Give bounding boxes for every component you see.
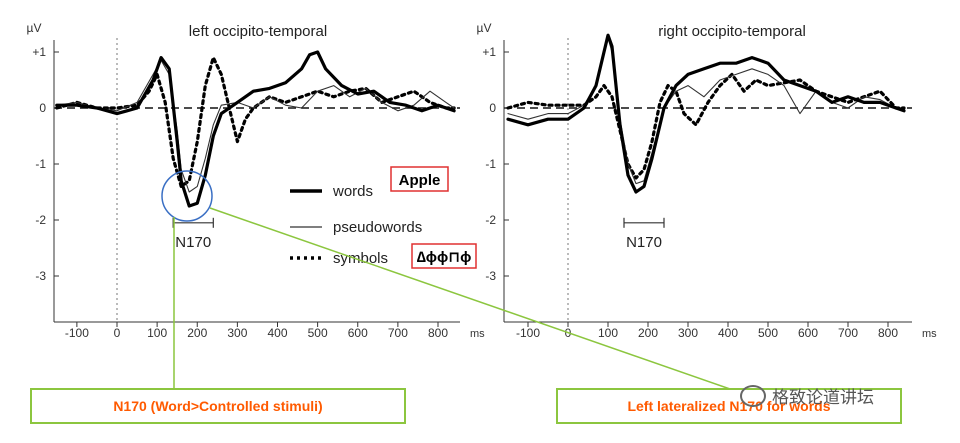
word-example: Apple <box>399 172 441 189</box>
callout-n170-word-text: N170 (Word>Controlled stimuli) <box>113 398 323 414</box>
y-tick-label: 0 <box>39 101 46 115</box>
x-tick-label: 500 <box>308 326 328 340</box>
x-tick-label: 300 <box>227 326 247 340</box>
series-words <box>55 50 456 208</box>
n170-label: N170 <box>175 234 211 251</box>
y-tick-label: +1 <box>482 45 496 59</box>
watermark-text: 格致论道讲坛 <box>772 388 874 408</box>
y-axis-unit: µV <box>477 21 492 35</box>
y-tick-label: -2 <box>485 213 496 227</box>
chart-title: left occipito-temporal <box>189 23 327 40</box>
series-pseudowords <box>507 37 905 185</box>
legend-label-words: words <box>332 183 373 200</box>
series-words <box>506 33 906 194</box>
y-tick-label: -1 <box>35 157 46 171</box>
x-tick-label: 700 <box>838 326 858 340</box>
x-tick-label: 600 <box>348 326 368 340</box>
callout-left-lateralized-text: Left lateralized N170 for words <box>627 398 831 414</box>
symbol-example-box <box>411 243 477 269</box>
x-axis-unit: ms <box>922 328 937 340</box>
x-tick-label: 800 <box>428 326 448 340</box>
panel-right: right occipito-temporalµV+10-1-2-3-10001… <box>477 21 938 340</box>
x-tick-label: 600 <box>798 326 818 340</box>
x-tick-label: 500 <box>758 326 778 340</box>
x-tick-label: 700 <box>388 326 408 340</box>
n170-label: N170 <box>626 234 662 251</box>
symbol-example: ∆ɸɸ⊓ɸ <box>417 249 472 266</box>
panel-left: left occipito-temporal µV +1 0 -1 -2 -3 -100 0 10… <box>27 21 486 340</box>
connector-right <box>209 207 731 390</box>
highlight <box>161 170 731 390</box>
legend-label-symbols: symbols <box>333 250 388 267</box>
y-tick-label: -2 <box>35 213 46 227</box>
y-tick-label: -3 <box>485 269 496 283</box>
y-tick-label: -1 <box>485 157 496 171</box>
legend-label-pseudowords: pseudowords <box>333 219 422 236</box>
x-tick-label: 100 <box>598 326 618 340</box>
series-pseudowords <box>56 59 455 193</box>
legend: words pseudowords symbols Apple ∆ɸɸ⊓ɸ <box>290 166 477 269</box>
x-tick-label: 400 <box>718 326 738 340</box>
word-example-box <box>390 166 449 192</box>
x-tick-label: 400 <box>267 326 287 340</box>
series-symbols <box>506 72 906 180</box>
n170-highlight-circle <box>161 170 213 222</box>
y-tick-label: -3 <box>35 269 46 283</box>
x-tick-label: -100 <box>65 326 89 340</box>
x-tick-label: 800 <box>878 326 898 340</box>
x-tick-label: 200 <box>187 326 207 340</box>
chart-title: right occipito-temporal <box>658 23 806 40</box>
x-axis-unit: ms <box>470 328 485 340</box>
callout-left-lateralized: Left lateralized N170 for words <box>556 388 902 424</box>
y-axis-unit: µV <box>27 21 42 35</box>
x-tick-label: 0 <box>114 326 121 340</box>
callout-n170-word: N170 (Word>Controlled stimuli) <box>30 388 406 424</box>
y-tick-label: 0 <box>489 101 496 115</box>
x-tick-label: 300 <box>678 326 698 340</box>
y-tick-label: +1 <box>32 45 46 59</box>
x-tick-label: 100 <box>147 326 167 340</box>
x-tick-label: 200 <box>638 326 658 340</box>
x-tick-label: -100 <box>516 326 540 340</box>
wechat-icon <box>740 384 766 407</box>
watermark: 格致论道讲坛 <box>740 383 874 408</box>
